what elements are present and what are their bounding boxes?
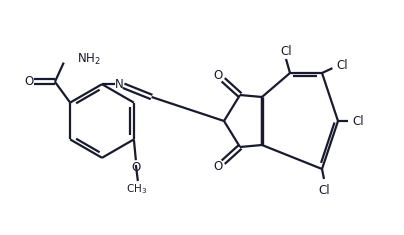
- Text: O: O: [213, 68, 222, 82]
- Text: O: O: [131, 161, 141, 174]
- Text: Cl: Cl: [352, 114, 364, 128]
- Text: Cl: Cl: [280, 44, 292, 58]
- Text: NH$_2$: NH$_2$: [77, 52, 101, 67]
- Text: O: O: [24, 75, 33, 88]
- Text: O: O: [213, 161, 222, 173]
- Text: N: N: [114, 78, 123, 91]
- Text: Cl: Cl: [318, 184, 330, 197]
- Text: CH$_3$: CH$_3$: [126, 182, 147, 196]
- Text: Cl: Cl: [336, 59, 348, 72]
